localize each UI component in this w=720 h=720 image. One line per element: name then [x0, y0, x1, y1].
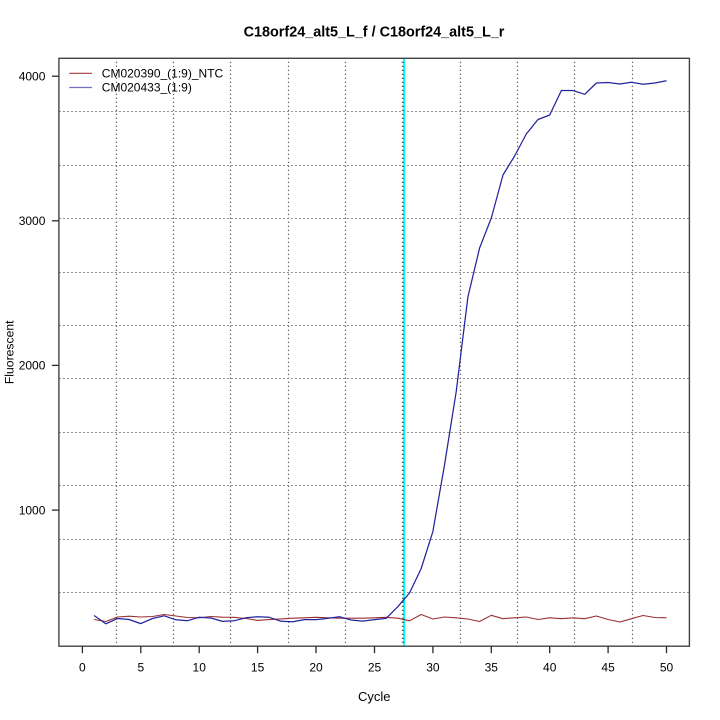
svg-text:Fluorescent: Fluorescent: [3, 320, 17, 384]
svg-text:20: 20: [309, 661, 323, 675]
svg-text:50: 50: [660, 661, 674, 675]
svg-text:0: 0: [79, 661, 86, 675]
svg-text:3000: 3000: [19, 214, 46, 228]
svg-text:CM020433_(1:9): CM020433_(1:9): [102, 81, 192, 95]
svg-text:25: 25: [368, 661, 382, 675]
svg-text:C18orf24_alt5_L_f / C18orf24_a: C18orf24_alt5_L_f / C18orf24_alt5_L_r: [244, 25, 505, 41]
svg-text:40: 40: [543, 661, 557, 675]
svg-text:10: 10: [193, 661, 207, 675]
svg-text:30: 30: [426, 661, 440, 675]
svg-text:15: 15: [251, 661, 265, 675]
svg-text:4000: 4000: [19, 69, 46, 83]
svg-text:5: 5: [137, 661, 144, 675]
svg-text:2000: 2000: [19, 359, 46, 373]
svg-text:CM020390_(1:9)_NTC: CM020390_(1:9)_NTC: [102, 67, 224, 81]
svg-text:Cycle: Cycle: [358, 689, 391, 704]
svg-text:1000: 1000: [19, 503, 46, 517]
svg-text:35: 35: [485, 661, 499, 675]
svg-text:45: 45: [601, 661, 615, 675]
